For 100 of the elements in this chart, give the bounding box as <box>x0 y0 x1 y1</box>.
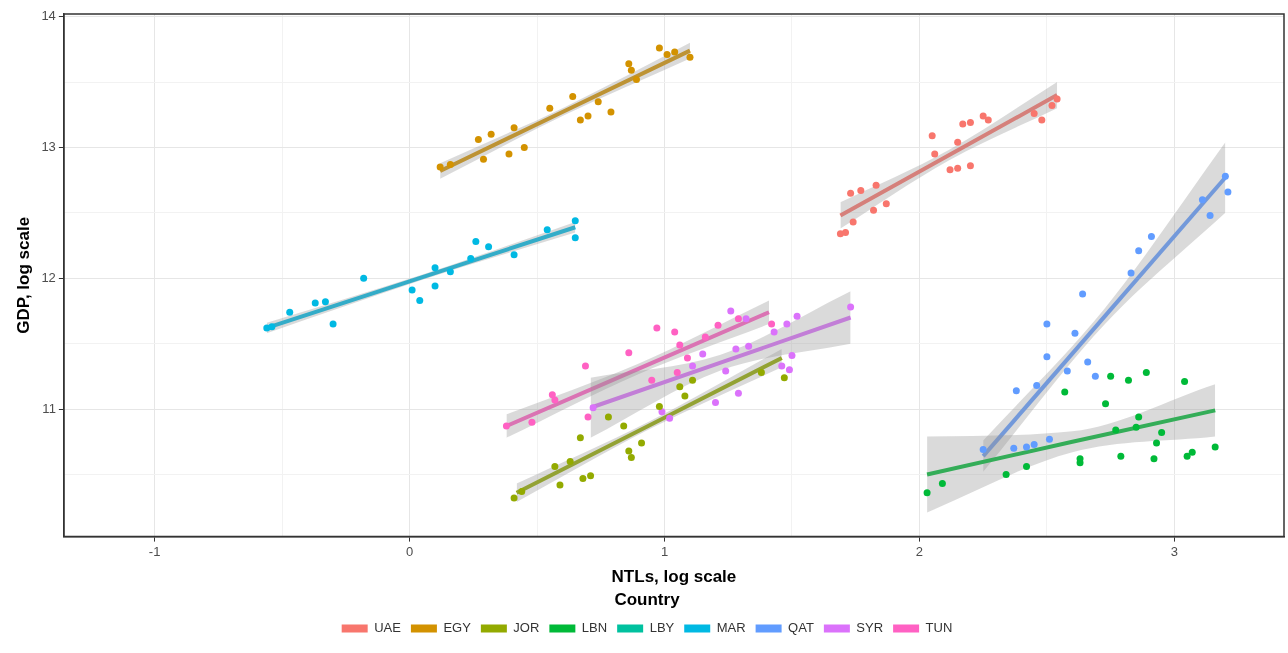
point <box>655 44 663 52</box>
point <box>505 150 513 158</box>
point <box>1153 439 1161 447</box>
point <box>742 315 750 323</box>
point <box>329 320 337 328</box>
point <box>1033 382 1041 390</box>
y-tick-label: 13 <box>41 139 56 155</box>
point <box>408 286 416 294</box>
legend-label: MAR <box>716 620 746 636</box>
legend-label: EGY <box>443 620 472 636</box>
point <box>1079 290 1087 298</box>
point <box>954 164 962 172</box>
point <box>1132 423 1140 431</box>
point <box>1043 320 1051 328</box>
point <box>485 243 493 251</box>
point <box>566 457 574 465</box>
x-axis-title: NTLs, log scale <box>611 567 737 587</box>
point <box>793 312 801 320</box>
point <box>1053 95 1061 103</box>
point <box>1045 435 1053 443</box>
x-tick-label: 2 <box>915 543 924 559</box>
point <box>770 328 778 336</box>
point <box>551 463 559 471</box>
x-tick-label: -1 <box>148 543 161 559</box>
point <box>1012 387 1020 395</box>
point <box>1061 388 1069 396</box>
point <box>474 136 482 144</box>
point <box>1117 452 1125 460</box>
point <box>681 392 689 400</box>
point <box>431 264 439 272</box>
point <box>1124 376 1132 384</box>
x-tick-label: 0 <box>405 543 414 559</box>
y-tick-label: 12 <box>41 269 56 285</box>
legend-label: JOR <box>513 620 540 636</box>
point <box>487 130 495 138</box>
point <box>701 333 709 341</box>
y-axis-title: GDP, log scale <box>13 216 33 334</box>
point <box>543 226 551 234</box>
point <box>311 299 319 307</box>
point <box>783 320 791 328</box>
point <box>849 218 857 226</box>
point <box>1198 196 1206 204</box>
point <box>467 255 475 263</box>
point <box>479 155 487 163</box>
point <box>625 447 633 455</box>
point <box>870 206 878 214</box>
point <box>882 200 890 208</box>
y-tick-label: 14 <box>41 8 56 24</box>
point <box>571 234 579 242</box>
point <box>683 354 691 362</box>
point <box>732 345 740 353</box>
point <box>768 320 776 328</box>
point <box>518 487 526 495</box>
point <box>842 228 849 236</box>
point <box>1084 358 1092 366</box>
point <box>627 453 635 461</box>
point <box>1071 329 1079 337</box>
point <box>581 362 589 370</box>
point <box>1107 372 1115 380</box>
point <box>959 120 967 128</box>
point <box>1023 443 1031 451</box>
legend-label: TUN <box>925 620 953 636</box>
point <box>1112 426 1120 434</box>
point <box>966 162 974 170</box>
legend-label: QAT <box>788 620 814 636</box>
point <box>1127 269 1135 277</box>
point <box>528 418 536 426</box>
point <box>788 351 796 359</box>
point <box>1002 470 1010 478</box>
point <box>1206 211 1214 219</box>
point <box>655 402 663 410</box>
point <box>1010 444 1018 452</box>
point <box>938 480 946 488</box>
point <box>1030 440 1038 448</box>
point <box>1063 367 1071 375</box>
point <box>966 119 974 127</box>
point <box>638 439 646 447</box>
point <box>520 143 528 151</box>
point <box>1181 378 1189 386</box>
point <box>472 238 480 246</box>
point <box>627 66 635 74</box>
point <box>1038 116 1046 124</box>
point <box>671 48 679 56</box>
point <box>984 116 992 124</box>
point <box>653 324 661 332</box>
point <box>1221 172 1229 180</box>
point <box>1183 452 1191 460</box>
point <box>923 489 931 497</box>
point <box>1135 413 1143 421</box>
point <box>1224 188 1232 196</box>
point <box>594 98 602 106</box>
point <box>689 376 697 384</box>
point <box>699 350 707 358</box>
x-tick-label: 3 <box>1170 543 1178 559</box>
point <box>676 341 684 349</box>
point <box>569 92 577 100</box>
point <box>734 315 742 323</box>
point <box>673 368 681 376</box>
point <box>1030 109 1038 117</box>
point <box>625 60 633 68</box>
